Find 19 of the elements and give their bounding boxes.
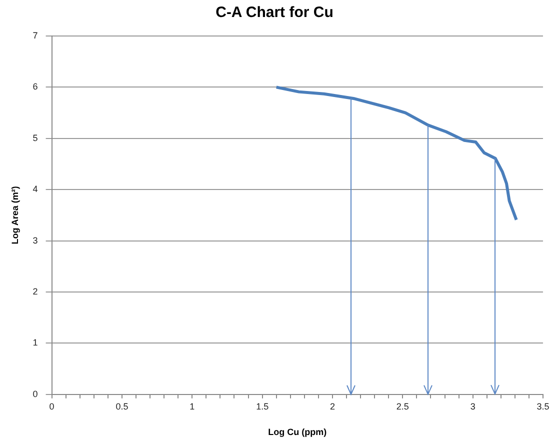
y-tick-label: 7 xyxy=(32,30,38,40)
x-tick-label: 1 xyxy=(190,401,195,412)
x-tick-label: 3.5 xyxy=(536,401,550,412)
y-tick-label: 3 xyxy=(32,235,38,246)
x-tick-label: 2.5 xyxy=(396,401,409,412)
y-tick-label: 0 xyxy=(32,388,38,399)
x-tick-label: 1.5 xyxy=(256,401,269,412)
y-tick-label: 6 xyxy=(32,82,38,92)
y-tick-label: 4 xyxy=(32,184,38,194)
chart-title: C-A Chart for Cu xyxy=(216,4,334,22)
x-tick-label: 0.5 xyxy=(116,401,128,412)
y-tick-label: 2 xyxy=(32,286,38,296)
y-axis-title: Log Area (m²) xyxy=(10,186,20,244)
x-tick-label: 3 xyxy=(470,401,476,412)
y-tick-label: 1 xyxy=(32,338,38,348)
x-tick-label: 2 xyxy=(330,401,335,412)
x-tick-label: 0 xyxy=(49,401,54,412)
y-tick-label: 5 xyxy=(32,132,38,143)
x-axis-title: Log Cu (ppm) xyxy=(268,427,327,438)
